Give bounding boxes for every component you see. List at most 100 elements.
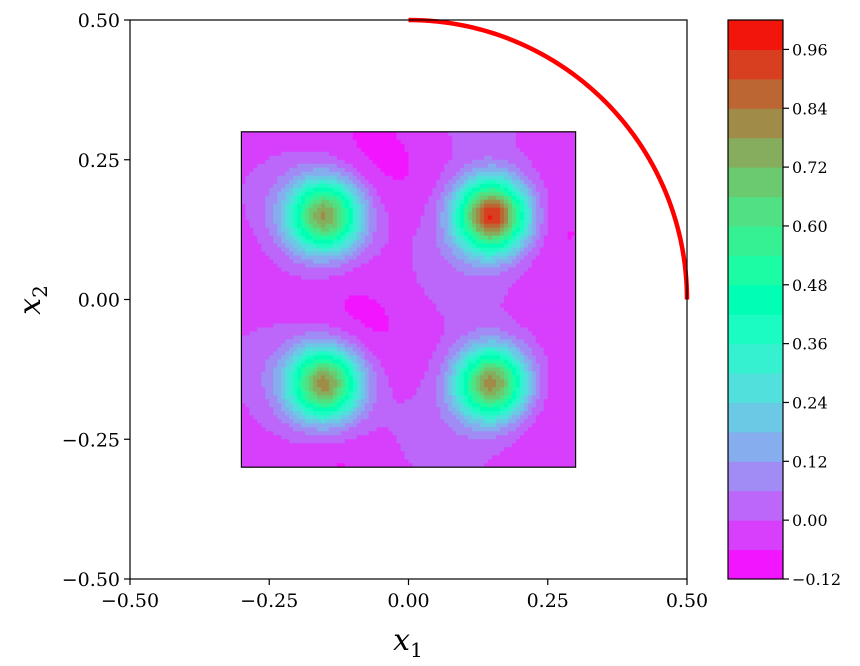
heatmap-cell	[472, 223, 477, 229]
heatmap-cell	[396, 395, 402, 400]
heatmap-cell	[328, 319, 334, 325]
heatmap-cell	[476, 283, 481, 289]
heatmap-cell	[404, 151, 410, 157]
heatmap-cell	[309, 327, 314, 333]
heatmap-cell	[360, 443, 366, 448]
heatmap-cell	[452, 283, 457, 289]
heatmap-cell	[289, 371, 294, 376]
heatmap-cell	[444, 311, 449, 317]
heatmap-cell	[400, 215, 406, 221]
heatmap-cell	[245, 151, 250, 157]
heatmap-cell	[368, 179, 374, 185]
heatmap-cell	[320, 295, 326, 301]
heatmap-cell	[348, 323, 354, 329]
heatmap-cell	[277, 271, 282, 277]
heatmap-cell	[368, 319, 374, 325]
heatmap-cell	[257, 255, 262, 261]
heatmap-cell	[281, 411, 286, 416]
heatmap-cell	[468, 359, 473, 364]
heatmap-cell	[328, 459, 334, 464]
heatmap-cell	[265, 447, 270, 452]
heatmap-cell	[293, 255, 298, 261]
heatmap-cell	[328, 259, 334, 265]
heatmap-cell	[249, 443, 254, 448]
heatmap-cell	[281, 183, 286, 189]
heatmap-cell	[436, 311, 441, 317]
heatmap-cell	[464, 451, 469, 456]
heatmap-cell	[408, 367, 414, 372]
heatmap-cell	[281, 319, 286, 325]
heatmap-cell	[436, 335, 441, 341]
heatmap-cell	[293, 379, 298, 384]
heatmap-cell	[328, 367, 334, 372]
heatmap-cell	[316, 359, 322, 364]
heatmap-cell	[269, 271, 274, 277]
heatmap-cell	[416, 183, 422, 189]
heatmap-cell	[241, 143, 246, 149]
heatmap-cell	[448, 355, 453, 360]
heatmap-cell	[444, 259, 449, 265]
heatmap-cell	[277, 131, 282, 137]
heatmap-cell	[432, 199, 437, 205]
heatmap-cell	[404, 279, 410, 285]
heatmap-cell	[332, 323, 338, 329]
heatmap-cell	[400, 355, 406, 360]
heatmap-cell	[249, 323, 254, 329]
heatmap-cell	[464, 459, 469, 464]
heatmap-cell	[241, 291, 246, 297]
heatmap-cell	[313, 427, 318, 432]
heatmap-cell	[289, 191, 294, 197]
heatmap-cell	[269, 171, 274, 177]
heatmap-cell	[293, 415, 298, 420]
heatmap-cell	[273, 259, 278, 265]
heatmap-cell	[301, 267, 306, 273]
heatmap-cell	[360, 299, 366, 305]
heatmap-cell	[249, 191, 254, 197]
heatmap-cell	[460, 395, 465, 400]
heatmap-cell	[309, 235, 314, 241]
heatmap-cell	[297, 367, 302, 372]
heatmap-cell	[432, 167, 437, 173]
heatmap-cell	[456, 339, 461, 345]
heatmap-cell	[293, 335, 298, 341]
heatmap-cell	[269, 139, 274, 145]
heatmap-cell	[332, 415, 338, 420]
heatmap-cell	[340, 275, 346, 281]
heatmap-cell	[368, 275, 374, 281]
heatmap-cell	[376, 259, 382, 265]
heatmap-cell	[320, 191, 326, 197]
heatmap-cell	[352, 431, 358, 436]
heatmap-cell	[396, 455, 402, 460]
heatmap-cell	[472, 291, 477, 297]
heatmap-cell	[368, 355, 374, 360]
heatmap-cell	[245, 135, 250, 141]
heatmap-cell	[277, 399, 282, 404]
heatmap-cell	[340, 319, 346, 325]
heatmap-cell	[297, 339, 302, 345]
heatmap-cell	[324, 131, 330, 137]
heatmap-cell	[257, 191, 262, 197]
heatmap-cell	[392, 259, 398, 265]
heatmap-cell	[452, 139, 457, 145]
heatmap-cell	[356, 307, 362, 313]
heatmap-cell	[309, 403, 314, 408]
heatmap-cell	[316, 423, 322, 428]
heatmap-cell	[456, 179, 461, 185]
heatmap-cell	[380, 203, 386, 209]
heatmap-cell	[285, 219, 290, 225]
heatmap-cell	[404, 283, 410, 289]
heatmap-cell	[476, 207, 481, 213]
heatmap-cell	[293, 159, 298, 165]
heatmap-cell	[428, 447, 433, 452]
heatmap-cell	[368, 243, 374, 249]
heatmap-cell	[472, 195, 477, 201]
heatmap-cell	[384, 435, 390, 440]
heatmap-cell	[388, 347, 394, 352]
heatmap-cell	[348, 451, 354, 456]
heatmap-cell	[360, 235, 366, 241]
heatmap-cell	[412, 155, 418, 161]
heatmap-cell	[456, 171, 461, 177]
heatmap-cell	[273, 367, 278, 372]
heatmap-cell	[241, 203, 246, 209]
heatmap-cell	[324, 363, 330, 368]
